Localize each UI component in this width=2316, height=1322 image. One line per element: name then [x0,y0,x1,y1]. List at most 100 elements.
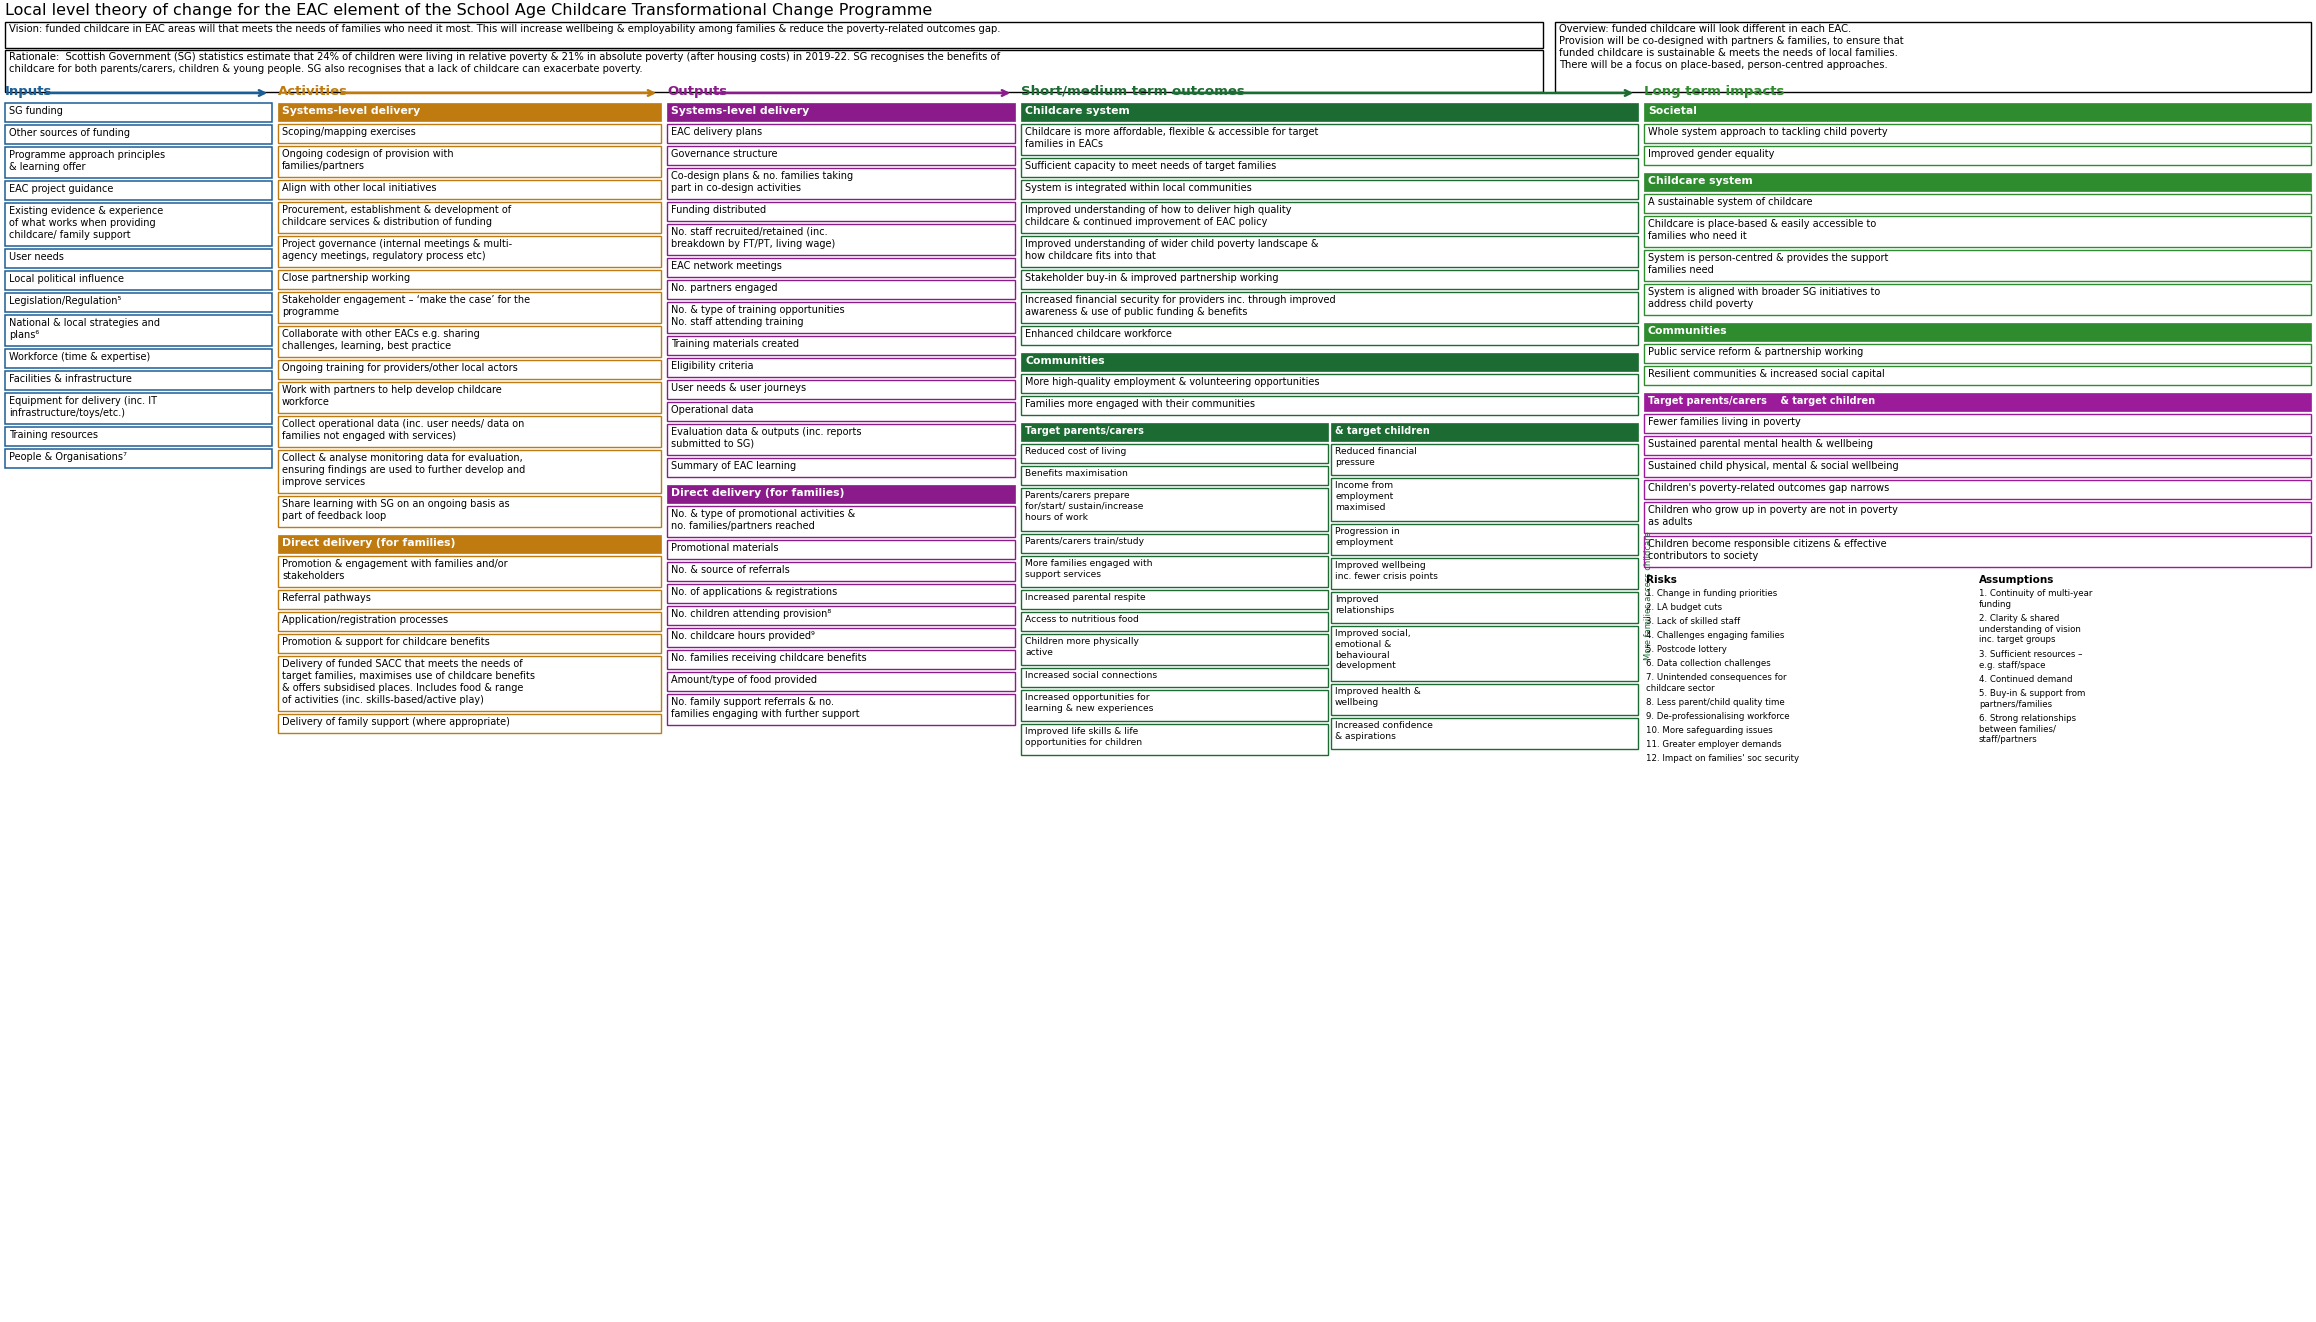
FancyBboxPatch shape [278,416,660,447]
FancyBboxPatch shape [1021,327,1637,345]
FancyBboxPatch shape [1021,397,1637,415]
FancyBboxPatch shape [5,271,271,290]
FancyBboxPatch shape [667,628,1014,646]
Text: Training resources: Training resources [9,430,97,440]
FancyBboxPatch shape [667,223,1014,255]
FancyBboxPatch shape [1644,457,2311,477]
Text: Other sources of funding: Other sources of funding [9,128,130,137]
FancyBboxPatch shape [1644,344,2311,364]
Text: Improved health &
wellbeing: Improved health & wellbeing [1334,687,1420,707]
FancyBboxPatch shape [1021,444,1327,463]
Text: Improved understanding of how to deliver high quality
childcare & continued impr: Improved understanding of how to deliver… [1026,205,1292,227]
FancyBboxPatch shape [5,315,271,346]
Text: Delivery of family support (where appropriate): Delivery of family support (where approp… [283,717,510,727]
FancyBboxPatch shape [1644,366,2311,385]
Text: 3. Lack of skilled staff: 3. Lack of skilled staff [1647,617,1739,627]
Text: Vision: funded childcare in EAC areas will that meets the needs of families who : Vision: funded childcare in EAC areas wi… [9,24,1001,34]
Text: Project governance (internal meetings & multi-
agency meetings, regulatory proce: Project governance (internal meetings & … [283,239,512,260]
Text: Childcare system: Childcare system [1026,106,1130,116]
Text: Summary of EAC learning: Summary of EAC learning [672,461,797,471]
FancyBboxPatch shape [667,584,1014,603]
Text: 3. Sufficient resources –
e.g. staff/space: 3. Sufficient resources – e.g. staff/spa… [1978,650,2082,670]
Text: Risks: Risks [1647,575,1677,586]
FancyBboxPatch shape [667,650,1014,669]
FancyBboxPatch shape [667,301,1014,333]
Text: Equipment for delivery (inc. IT
infrastructure/toys/etc.): Equipment for delivery (inc. IT infrastr… [9,397,157,418]
Text: 2. LA budget cuts: 2. LA budget cuts [1647,603,1723,612]
FancyBboxPatch shape [1332,524,1637,555]
Text: System is integrated within local communities: System is integrated within local commun… [1026,182,1251,193]
FancyBboxPatch shape [1644,194,2311,213]
FancyBboxPatch shape [278,382,660,412]
FancyBboxPatch shape [1021,465,1327,485]
Text: Children who grow up in poverty are not in poverty
as adults: Children who grow up in poverty are not … [1649,505,1897,527]
Text: Childcare is place-based & easily accessible to
families who need it: Childcare is place-based & easily access… [1649,219,1876,241]
Text: Work with partners to help develop childcare
workforce: Work with partners to help develop child… [283,385,503,407]
Text: Programme approach principles
& learning offer: Programme approach principles & learning… [9,149,164,172]
FancyBboxPatch shape [1332,479,1637,521]
Text: Whole system approach to tackling child poverty: Whole system approach to tackling child … [1649,127,1888,137]
FancyBboxPatch shape [278,590,660,609]
FancyBboxPatch shape [5,427,271,446]
Text: Evaluation data & outputs (inc. reports
submitted to SG): Evaluation data & outputs (inc. reports … [672,427,862,449]
FancyBboxPatch shape [5,449,271,468]
FancyBboxPatch shape [5,147,271,178]
FancyBboxPatch shape [1021,635,1327,665]
Text: National & local strategies and
plans⁶: National & local strategies and plans⁶ [9,319,160,340]
Text: Facilities & infrastructure: Facilities & infrastructure [9,374,132,383]
FancyBboxPatch shape [1332,558,1637,590]
FancyBboxPatch shape [1021,534,1327,553]
Text: Referral pathways: Referral pathways [283,594,371,603]
FancyBboxPatch shape [278,292,660,323]
Text: Improved understanding of wider child poverty landscape &
how childcare fits int: Improved understanding of wider child po… [1026,239,1318,260]
Text: Promotion & support for childcare benefits: Promotion & support for childcare benefi… [283,637,489,646]
Text: Parents/carers train/study: Parents/carers train/study [1026,537,1144,546]
FancyBboxPatch shape [1644,535,2311,567]
Text: Increased social connections: Increased social connections [1026,672,1158,680]
Text: Governance structure: Governance structure [672,149,778,159]
Text: Childcare system: Childcare system [1649,176,1753,186]
Text: 5. Postcode lottery: 5. Postcode lottery [1647,645,1728,654]
Text: Short/medium term outcomes: Short/medium term outcomes [1021,85,1244,98]
Text: Amount/type of food provided: Amount/type of food provided [672,676,818,685]
Text: Existing evidence & experience
of what works when providing
childcare/ family su: Existing evidence & experience of what w… [9,206,162,241]
Text: Communities: Communities [1649,327,1728,336]
FancyBboxPatch shape [1021,202,1637,233]
Text: Long term impacts: Long term impacts [1644,85,1783,98]
Text: 4. Challenges engaging families: 4. Challenges engaging families [1647,631,1783,640]
FancyBboxPatch shape [1644,323,2311,341]
Text: User needs: User needs [9,253,65,262]
Text: Outputs: Outputs [667,85,727,98]
Text: Fewer families living in poverty: Fewer families living in poverty [1649,416,1802,427]
Text: Progression in
employment: Progression in employment [1334,527,1399,547]
FancyBboxPatch shape [667,605,1014,625]
Text: A sustainable system of childcare: A sustainable system of childcare [1649,197,1813,208]
FancyBboxPatch shape [1021,159,1637,177]
Text: No. staff recruited/retained (inc.
breakdown by FT/PT, living wage): No. staff recruited/retained (inc. break… [672,227,836,249]
FancyBboxPatch shape [278,612,660,631]
Text: Eligibility criteria: Eligibility criteria [672,361,753,371]
FancyBboxPatch shape [278,180,660,200]
Text: User needs & user journeys: User needs & user journeys [672,383,806,393]
Text: Scoping/mapping exercises: Scoping/mapping exercises [283,127,417,137]
FancyBboxPatch shape [278,656,660,711]
FancyBboxPatch shape [5,50,1542,93]
FancyBboxPatch shape [1021,292,1637,323]
FancyBboxPatch shape [278,327,660,357]
FancyBboxPatch shape [5,349,271,368]
Text: EAC project guidance: EAC project guidance [9,184,113,194]
Text: Sustained parental mental health & wellbeing: Sustained parental mental health & wellb… [1649,439,1874,449]
Text: Increased parental respite: Increased parental respite [1026,594,1146,602]
Text: No. & type of training opportunities
No. staff attending training: No. & type of training opportunities No.… [672,305,845,327]
FancyBboxPatch shape [278,557,660,587]
FancyBboxPatch shape [278,449,660,493]
Text: Procurement, establishment & development of
childcare services & distribution of: Procurement, establishment & development… [283,205,512,227]
Text: Rationale:  Scottish Government (SG) statistics estimate that 24% of children we: Rationale: Scottish Government (SG) stat… [9,52,1001,74]
FancyBboxPatch shape [1644,284,2311,315]
Text: Operational data: Operational data [672,405,753,415]
Text: Legislation/Regulation⁵: Legislation/Regulation⁵ [9,296,120,305]
Text: Direct delivery (for families): Direct delivery (for families) [283,538,456,549]
FancyBboxPatch shape [667,336,1014,356]
Text: Parents/carers prepare
for/start/ sustain/increase
hours of work: Parents/carers prepare for/start/ sustai… [1026,490,1144,521]
Text: Align with other local initiatives: Align with other local initiatives [283,182,435,193]
